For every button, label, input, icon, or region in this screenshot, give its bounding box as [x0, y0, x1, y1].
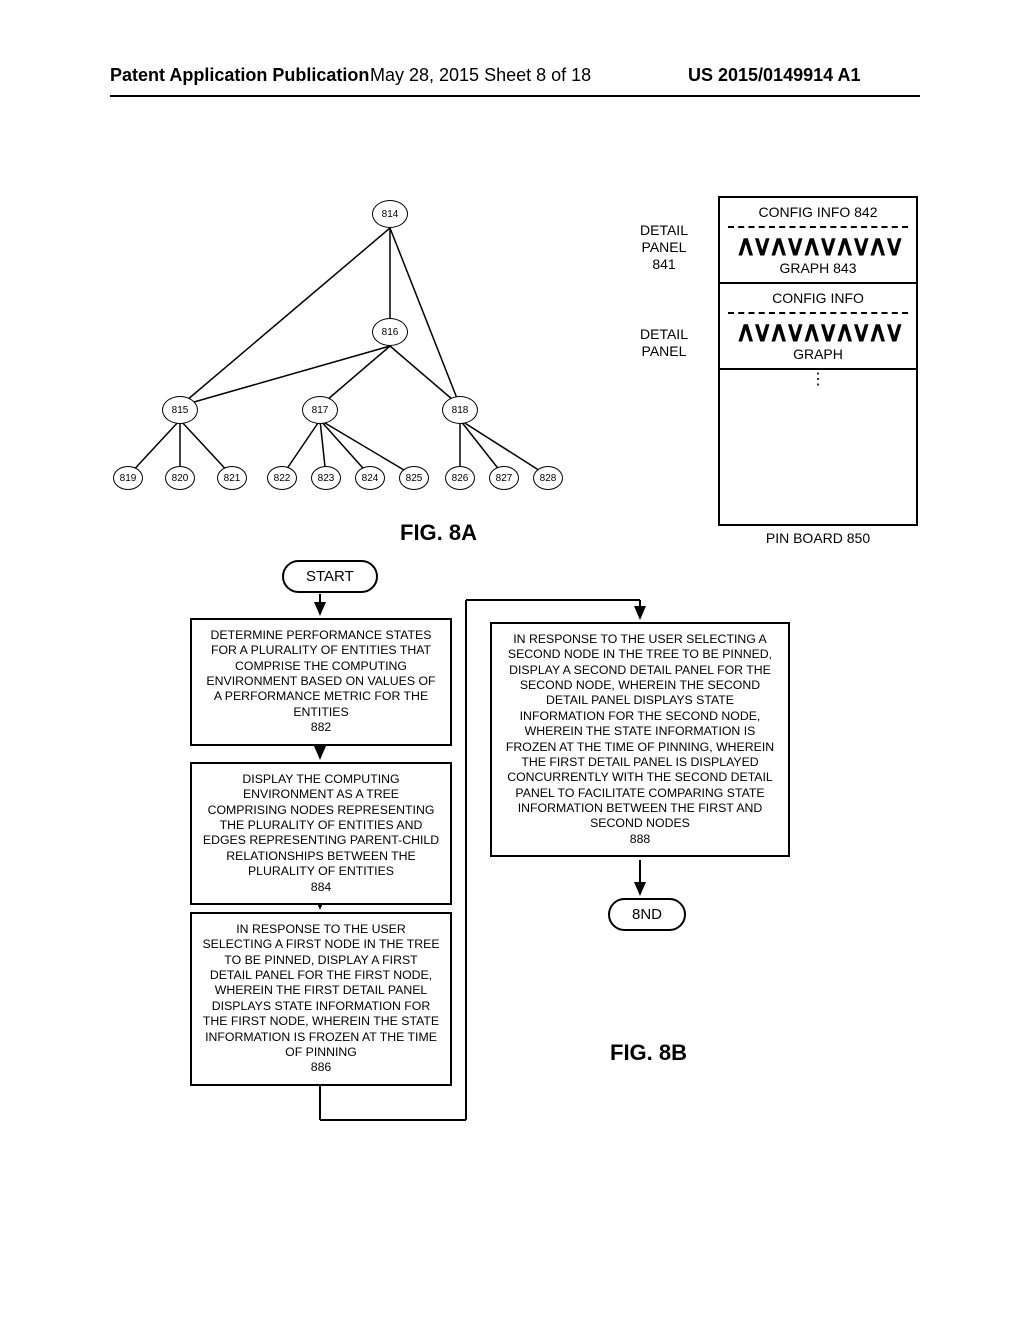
header-rule [110, 95, 920, 97]
node-822: 822 [267, 466, 297, 490]
graph-wave-1: ∧∨∧∨∧∨∧∨∧∨ [720, 228, 916, 260]
config-info-2: CONFIG INFO [720, 284, 916, 312]
node-818: 818 [442, 396, 478, 424]
graph-wave-2: ∧∨∧∨∧∨∧∨∧∨ [720, 314, 916, 346]
node-819: 819 [113, 466, 143, 490]
fig-8a-label: FIG. 8A [400, 520, 477, 546]
node-825: 825 [399, 466, 429, 490]
node-824: 824 [355, 466, 385, 490]
node-817: 817 [302, 396, 338, 424]
graph-label-1: GRAPH 843 [720, 260, 916, 282]
start-node: START [282, 560, 378, 593]
patent-page: Patent Application Publication May 28, 2… [0, 0, 1024, 1320]
config-info-1: CONFIG INFO 842 [720, 198, 916, 226]
pin-board-caption: PIN BOARD 850 [718, 530, 918, 546]
pin-board: CONFIG INFO 842 ∧∨∧∨∧∨∧∨∧∨ GRAPH 843 CON… [718, 196, 918, 526]
node-823: 823 [311, 466, 341, 490]
vertical-dots: ⋮ [720, 370, 916, 390]
header-left: Patent Application Publication [110, 65, 369, 86]
node-827: 827 [489, 466, 519, 490]
box-884: DISPLAY THE COMPUTING ENVIRONMENT AS A T… [190, 762, 452, 905]
flowchart: START DETERMINE PERFORMANCE STATES FOR A… [190, 560, 820, 1150]
box-888: IN RESPONSE TO THE USER SELECTING A SECO… [490, 622, 790, 857]
box-882: DETERMINE PERFORMANCE STATES FOR A PLURA… [190, 618, 452, 746]
node-826: 826 [445, 466, 475, 490]
node-821: 821 [217, 466, 247, 490]
fig-8b-label: FIG. 8B [610, 1040, 687, 1066]
header-right: US 2015/0149914 A1 [688, 65, 860, 86]
box-886: IN RESPONSE TO THE USER SELECTING A FIRS… [190, 912, 452, 1086]
detail-panel-label-2: DETAIL PANEL [640, 326, 688, 360]
end-node: 8ND [608, 898, 686, 931]
graph-label-2: GRAPH [720, 346, 916, 368]
node-820: 820 [165, 466, 195, 490]
node-814: 814 [372, 200, 408, 228]
tree-diagram: 814 816 815 817 818 819 820 821 822 823 … [110, 196, 590, 516]
header-mid: May 28, 2015 Sheet 8 of 18 [370, 65, 591, 86]
detail-panel-label-1: DETAIL PANEL 841 [640, 222, 688, 272]
node-815: 815 [162, 396, 198, 424]
node-816: 816 [372, 318, 408, 346]
node-828: 828 [533, 466, 563, 490]
